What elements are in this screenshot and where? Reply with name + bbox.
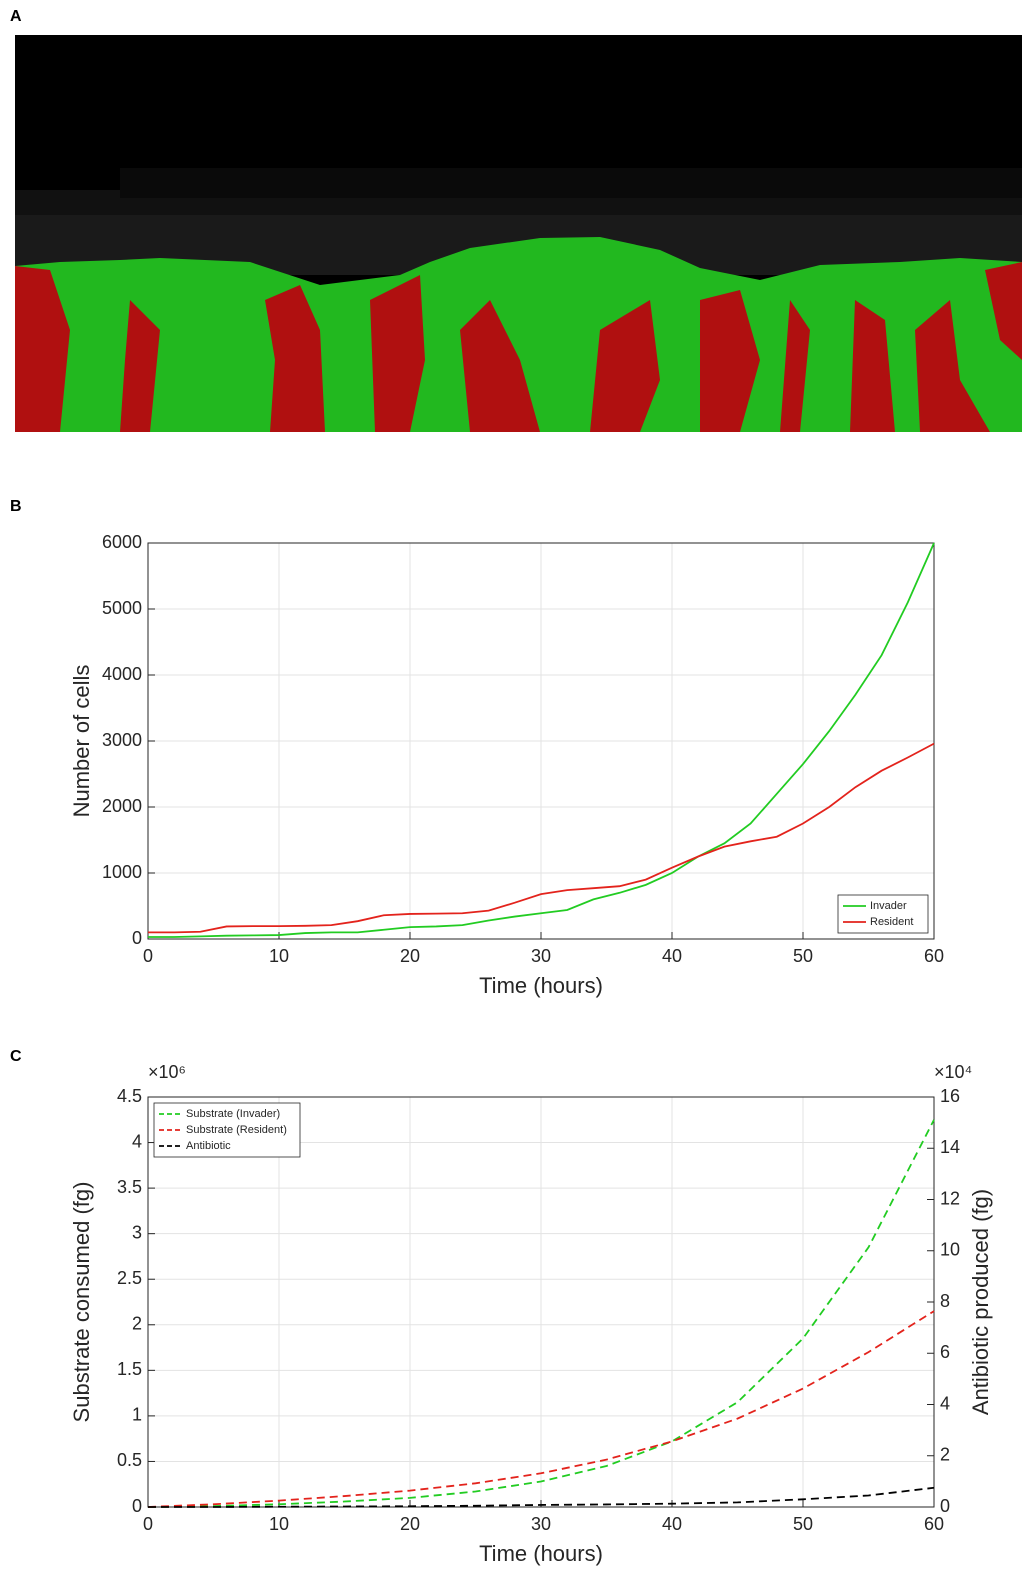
resident-cells	[700, 290, 760, 432]
panel-label: B	[10, 498, 22, 515]
legend-label: Invader	[870, 900, 907, 912]
x-tick-label: 0	[143, 1514, 153, 1534]
resident-cells	[265, 285, 325, 432]
x-tick-label: 50	[793, 1514, 813, 1534]
y-tick-label: 4.5	[117, 1086, 142, 1106]
series-line	[147, 1119, 935, 1508]
y-tick-label: 3	[132, 1222, 142, 1242]
y-tick-label: 0.5	[117, 1450, 142, 1470]
y-exponent: ×10⁶	[148, 1062, 186, 1082]
legend-label: Substrate (Resident)	[186, 1124, 287, 1136]
legend-box	[837, 894, 929, 934]
panel-label: A	[10, 8, 22, 25]
legend: Invader Resident	[837, 894, 929, 934]
x-tick-label: 60	[924, 946, 944, 966]
x-tick-label: 30	[531, 1514, 551, 1534]
x-axis-label: Time (hours)	[479, 1541, 603, 1566]
x-tick-label: 10	[269, 1514, 289, 1534]
resident-cells	[915, 300, 990, 432]
legend: Substrate (Invader) Substrate (Resident) A…	[153, 1102, 301, 1158]
y2-exponent: ×10⁴	[934, 1062, 972, 1082]
series-line	[148, 542, 935, 938]
resident-cells	[850, 300, 895, 432]
resident-cells	[15, 266, 70, 432]
x-axis-label: Time (hours)	[479, 973, 603, 998]
y-tick-label: 6000	[102, 532, 142, 552]
x-tick-label: 40	[662, 946, 682, 966]
resident-cells	[985, 262, 1022, 360]
y-axis-label: Number of cells	[69, 665, 94, 818]
y2-tick-label: 2	[940, 1445, 950, 1465]
y-tick-label: 2	[132, 1314, 142, 1334]
y-tick-label: 1.5	[117, 1359, 142, 1379]
y-tick-label: 4000	[102, 664, 142, 684]
y2-tick-label: 6	[940, 1342, 950, 1362]
resident-cells	[370, 275, 425, 432]
x-tick-label: 30	[531, 946, 551, 966]
y2-tick-label: 12	[940, 1188, 960, 1208]
series-line	[148, 742, 935, 934]
y-tick-label: 5000	[102, 598, 142, 618]
x-tick-label: 60	[924, 1514, 944, 1534]
legend-label: Antibiotic	[186, 1140, 231, 1152]
y-tick-label: 3.5	[117, 1177, 142, 1197]
cell-mass	[15, 237, 1022, 432]
x-tick-label: 50	[793, 946, 813, 966]
y2-tick-label: 8	[940, 1291, 950, 1311]
y2-tick-label: 14	[940, 1137, 960, 1157]
y2-tick-label: 10	[940, 1240, 960, 1260]
x-tick-label: 0	[143, 946, 153, 966]
y-tick-label: 0	[132, 928, 142, 948]
x-tick-label: 40	[662, 1514, 682, 1534]
y-tick-label: 4	[132, 1131, 142, 1151]
x-tick-label: 10	[269, 946, 289, 966]
resident-cells	[460, 300, 540, 432]
resident-cells	[780, 300, 810, 432]
series-line	[148, 1486, 935, 1508]
biofilm-image	[15, 35, 1022, 432]
legend-label: Substrate (Invader)	[186, 1108, 280, 1120]
y2-tick-label: 16	[940, 1086, 960, 1106]
y-tick-label: 1000	[102, 862, 142, 882]
panel-label: C	[10, 1048, 22, 1065]
resident-cells	[120, 300, 160, 432]
x-tick-label: 20	[400, 946, 420, 966]
y2-tick-label: 4	[940, 1393, 950, 1413]
y-tick-label: 1	[132, 1405, 142, 1425]
y-tick-label: 0	[132, 1496, 142, 1516]
y-axis-label: Substrate consumed (fg)	[69, 1182, 94, 1423]
y2-axis-label: Antibiotic produced (fg)	[968, 1189, 993, 1415]
y-tick-label: 2.5	[117, 1268, 142, 1288]
legend-label: Resident	[870, 916, 913, 928]
y2-tick-label: 0	[940, 1496, 950, 1516]
x-tick-label: 20	[400, 1514, 420, 1534]
resident-cells	[590, 300, 660, 432]
series-line	[147, 1310, 935, 1508]
nutrient-layer	[120, 168, 1022, 198]
y-tick-label: 3000	[102, 730, 142, 750]
y-tick-label: 2000	[102, 796, 142, 816]
